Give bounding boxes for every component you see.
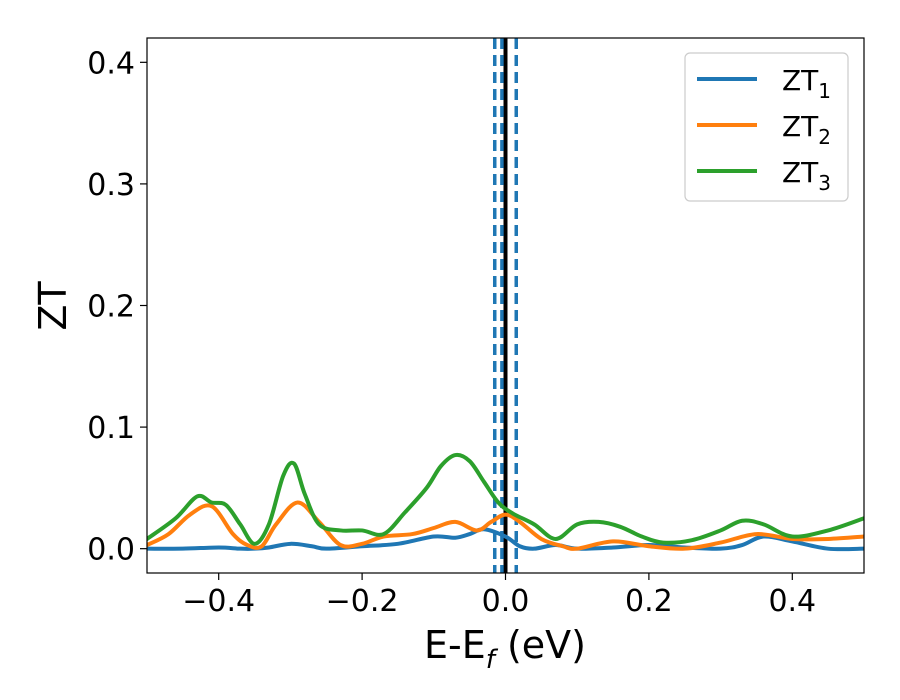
y-tick-label: 0.1 [87, 411, 135, 446]
axes: −0.4 −0.2 0.0 0.2 0.4 0.0 0.1 0.2 0.3 0.4 [87, 37, 865, 619]
y-tick-label: 0.3 [87, 168, 135, 203]
legend: ZT1 ZT2 ZT3 [684, 52, 849, 202]
x-axis-label: E-Ef (eV) [424, 623, 586, 675]
y-axis-label: ZT [31, 281, 75, 331]
legend-label-zt3: ZT3 [782, 156, 831, 195]
series-line-zt2 [147, 500, 864, 551]
plot-clipped-group [147, 38, 864, 573]
x-tick-label: −0.4 [182, 584, 255, 619]
x-tick-label: −0.2 [326, 584, 399, 619]
legend-box [684, 52, 849, 202]
series-line-zt3 [147, 452, 864, 546]
x-tick-label: 0.4 [768, 584, 816, 619]
y-tick-label: 0.2 [87, 290, 135, 325]
x-tick-label: 0.0 [482, 584, 530, 619]
legend-label-zt2: ZT2 [782, 110, 831, 149]
x-tick-label: 0.2 [625, 584, 673, 619]
plot-area [147, 38, 864, 573]
y-tick-label: 0.4 [87, 46, 135, 81]
legend-label-zt1: ZT1 [782, 64, 831, 103]
y-tick-label: 0.0 [87, 533, 135, 568]
